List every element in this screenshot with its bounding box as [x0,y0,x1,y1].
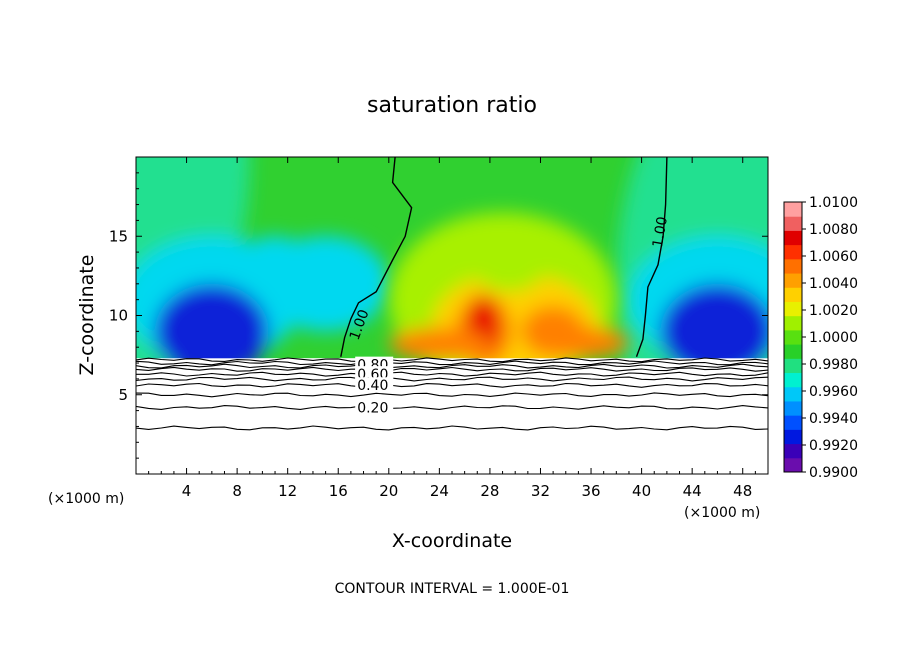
contour-label-1: 1.00 [650,215,671,248]
x-unit-left: (×1000 m) [48,491,124,507]
y-tick-label-15: 15 [109,227,128,245]
colorbar-swatch-14 [784,258,802,274]
x-tick-label-28: 28 [480,482,499,500]
y-axis: 5 10 15 [109,172,768,459]
contour-label-bg-4 [355,377,394,392]
supersaturated-region [388,212,629,387]
saturation-field [136,157,768,474]
colorbar-swatch-7 [784,358,802,374]
subsat-blob-7 [237,236,313,300]
colorbar-swatch-17 [784,216,802,231]
colorbar-swatch-3 [784,415,802,430]
colorbar-swatch-10 [784,315,802,331]
contour-line-2 [136,363,768,369]
colorbar-label-2: 0.9940 [809,411,858,427]
contour-label-bg-3 [355,366,394,381]
subsat-blob-2 [154,283,269,379]
colorbar-swatch-18 [784,202,802,217]
colorbar: 0.9900 0.9920 0.9940 0.9960 0.9980 1.0000 1.00… [783,195,858,481]
colorbar-swatch-2 [784,429,802,445]
colorbar-label-8: 1.0060 [809,249,858,265]
colorbar-label-6: 1.0020 [809,303,858,319]
x-tick-label-16: 16 [329,482,348,500]
colorbar-swatch-4 [784,400,802,416]
x-tick-label-8: 8 [232,482,242,500]
colorbar-swatch-6 [784,372,802,388]
colorbar-label-10: 1.0100 [809,195,858,211]
colorbar-swatch-13 [784,273,802,288]
x-tick-label-4: 4 [182,482,192,500]
contour-line-5 [136,376,768,382]
colorbar-swatch-12 [784,287,802,302]
x-axis: 4 8 12 16 20 24 28 32 36 40 44 48 [148,157,756,500]
x-tick-label-12: 12 [278,482,297,500]
y-tick-label-5: 5 [118,386,128,404]
x-tick-label-24: 24 [430,482,449,500]
colorbar-label-4: 0.9980 [809,357,858,373]
contour-line-3 [136,366,768,372]
contour-interval-note: CONTOUR INTERVAL = 1.000E-01 [335,581,570,597]
x-tick-label-36: 36 [581,482,600,500]
contour-line-7 [136,392,768,398]
colorbar-swatch-9 [784,329,802,345]
subsat-blob-5 [660,283,768,379]
x-unit-right: (×1000 m) [684,505,760,521]
chart-title: saturation ratio [367,93,537,118]
contour-line-0 [136,357,768,363]
colorbar-swatch-8 [784,344,802,359]
supersat-blob-7 [464,212,554,292]
colorbar-swatch-15 [784,244,802,260]
unity-contour-right [635,157,668,357]
colorbar-label-0: 0.9900 [809,465,858,481]
colorbar-label-7: 1.0040 [809,276,858,292]
contour-line-9 [136,425,768,431]
colorbar-swatch-1 [784,443,802,459]
x-axis-label: X-coordinate [392,530,512,552]
colorbar-label-5: 1.0000 [809,330,858,346]
contour-label-bg-5 [355,399,394,414]
x-tick-label-32: 32 [531,482,550,500]
supersat-blob-6 [527,326,629,359]
colorbar-swatch-11 [784,301,802,317]
colorbar-label-1: 0.9920 [809,438,858,454]
x-tick-label-48: 48 [733,482,752,500]
contour-line-1 [136,360,768,366]
y-tick-label-10: 10 [109,307,128,325]
unity-contour-left [340,157,413,357]
contour-line-4 [136,371,768,377]
colorbar-swatch-16 [784,230,802,246]
colorbar-swatch-0 [784,457,802,473]
contour-line-6 [136,382,768,388]
y-axis-label: Z-coordinate [76,255,98,376]
contour-label-4: 0.40 [357,378,388,394]
colorbar-label-9: 1.0080 [809,222,858,238]
x-tick-label-40: 40 [632,482,651,500]
contour-label-5: 0.20 [357,400,388,416]
colorbar-label-3: 0.9960 [809,384,858,400]
unsaturated-region [136,358,768,474]
colorbar-swatch-5 [784,386,802,402]
plot-area: 1.001.000.800.600.400.20 [136,157,768,474]
contour-line-8 [136,405,768,410]
x-tick-label-20: 20 [379,482,398,500]
supersat-blob-5 [388,328,490,360]
x-tick-label-44: 44 [683,482,702,500]
